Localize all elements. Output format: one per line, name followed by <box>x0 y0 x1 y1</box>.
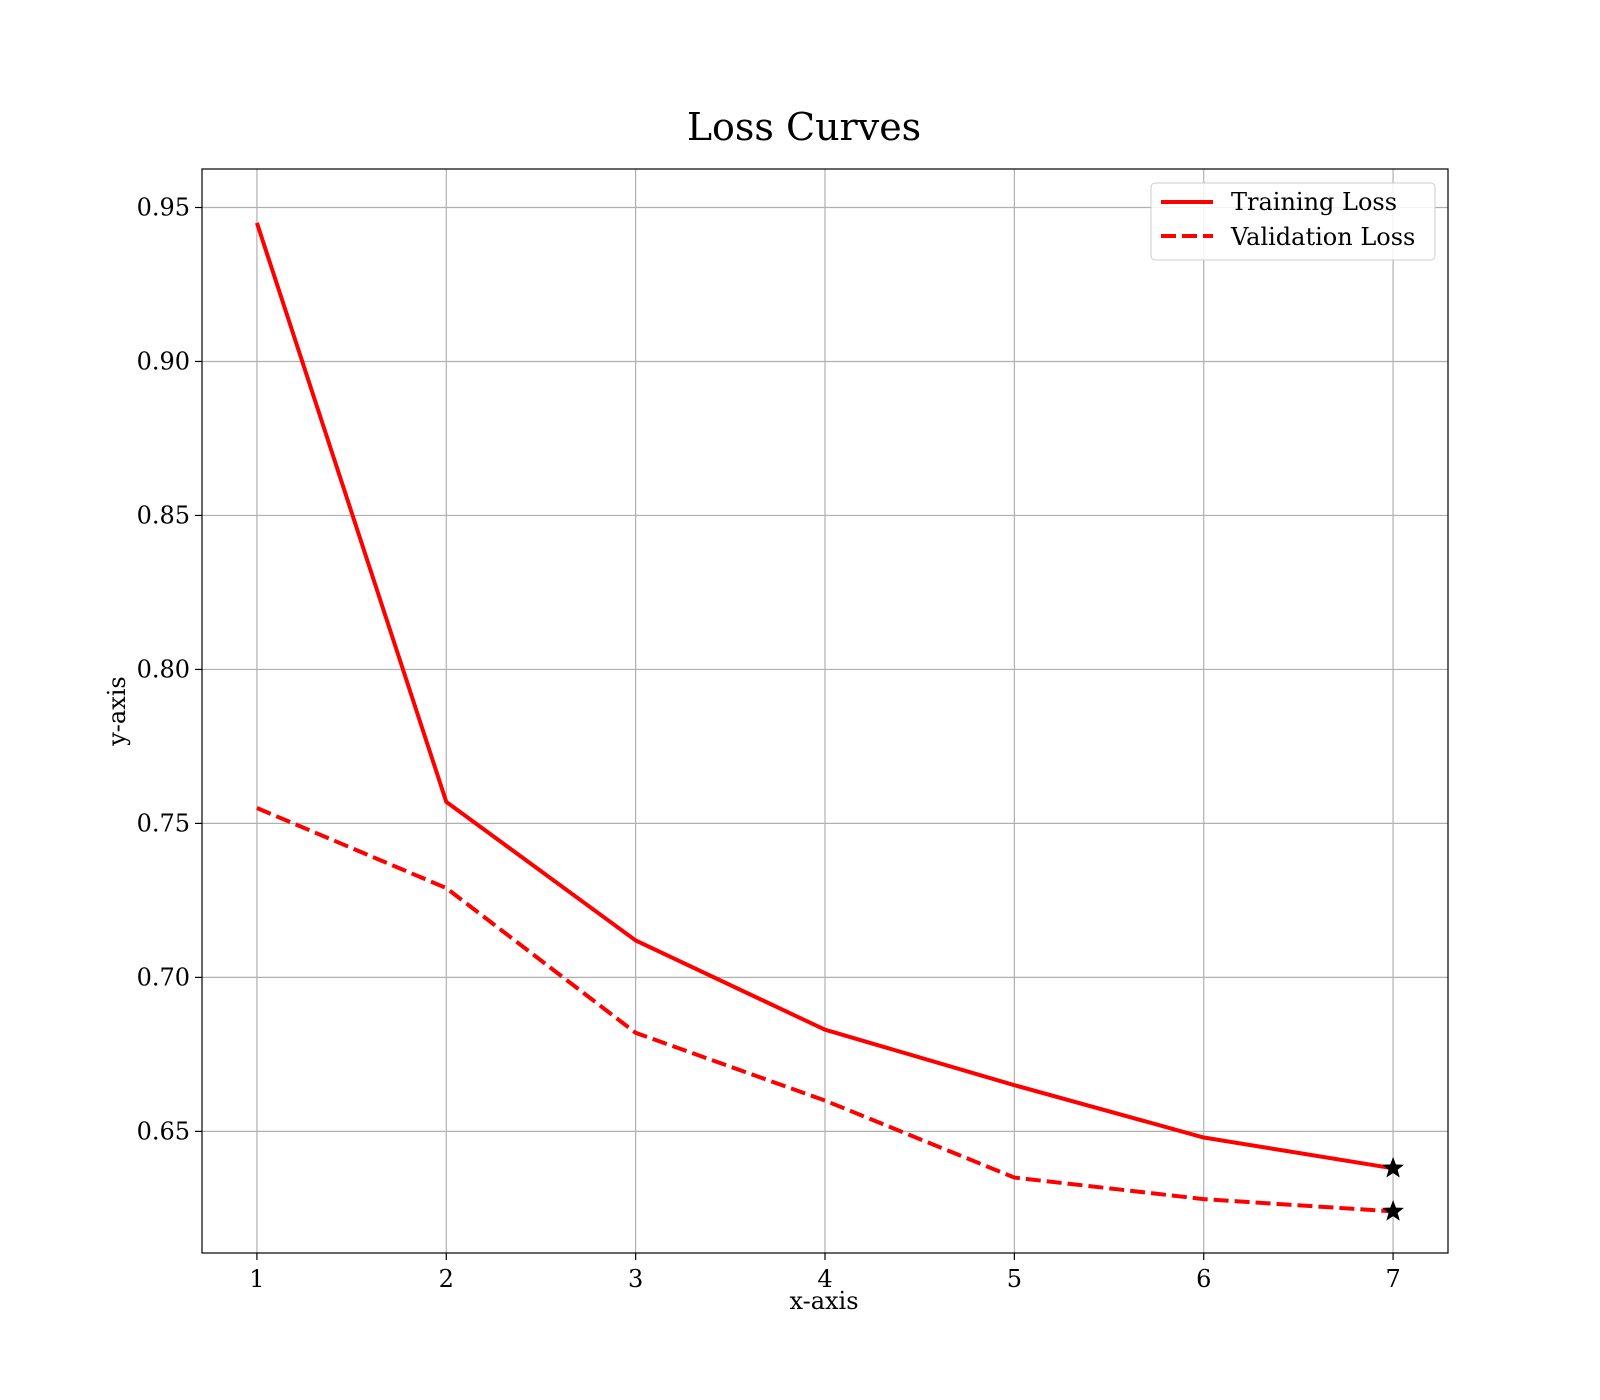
x-tick-label: 3 <box>628 1265 643 1293</box>
end-star-marker-validation <box>1382 1200 1404 1221</box>
x-tick-label: 1 <box>249 1265 264 1293</box>
legend-label-validation: Validation Loss <box>1230 223 1415 251</box>
legend-label-training: Training Loss <box>1231 188 1397 216</box>
x-tick-label: 4 <box>817 1265 832 1293</box>
chart-title: Loss Curves <box>687 105 921 149</box>
y-tick-label: 0.80 <box>137 655 190 683</box>
y-tick-label: 0.85 <box>137 501 190 529</box>
y-tick-label: 0.70 <box>137 963 190 991</box>
legend: Training Loss Validation Loss <box>1150 182 1436 261</box>
y-tick-label: 0.90 <box>137 347 190 375</box>
x-tick-label: 6 <box>1196 1265 1211 1293</box>
series-layer <box>255 222 1404 1221</box>
end-star-marker-training <box>1382 1156 1404 1178</box>
x-tick-label: 7 <box>1385 1265 1400 1293</box>
y-tick-label: 0.95 <box>137 193 190 221</box>
x-tick-label: 5 <box>1007 1265 1022 1293</box>
y-axis-label: y-axis <box>103 676 131 747</box>
x-axis-label: x-axis <box>789 1287 858 1315</box>
y-tick-label: 0.75 <box>137 809 190 837</box>
series-line-training <box>255 222 1394 1171</box>
x-tick-label: 2 <box>439 1265 454 1293</box>
legend-box <box>1150 182 1436 261</box>
y-tick-label: 0.65 <box>137 1117 190 1145</box>
series-line-validation <box>256 806 1394 1214</box>
ticks-layer: 1 2 3 4 5 6 7 0.65 0.70 0.75 0.80 0.85 0.90 0.95 <box>137 193 1401 1293</box>
grid-layer <box>202 169 1448 1253</box>
